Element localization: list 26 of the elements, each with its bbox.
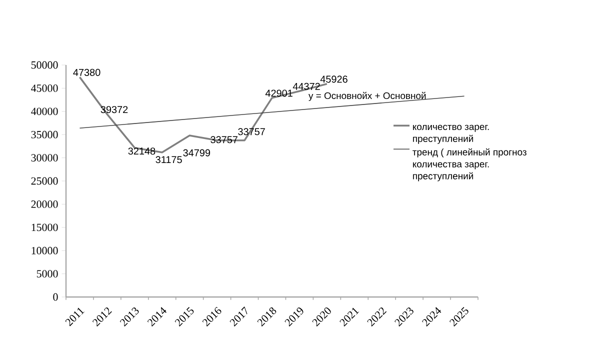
annotation: y = Основнойх + Основной <box>308 92 426 101</box>
data-label: 44372 <box>292 82 320 90</box>
y-tick-label: 5000 <box>36 270 58 278</box>
data-label: 42901 <box>265 90 292 97</box>
legend-label: тренд ( линейный прогноз количества зарег. преступлений <box>412 148 526 182</box>
x-tick-label: 2011 <box>65 308 84 326</box>
y-tick-label: 15000 <box>32 224 58 232</box>
y-tick-label: 20000 <box>31 200 58 208</box>
y-tick-label: 40000 <box>31 108 58 116</box>
y-tick-label: 0 <box>53 293 58 301</box>
x-tick-label: 2021 <box>340 308 360 327</box>
y-tick-label: 25000 <box>31 177 58 185</box>
data-label: 32148 <box>128 148 156 155</box>
y-tick-label: 45000 <box>31 84 58 92</box>
y-tick-label: 10000 <box>32 246 58 254</box>
y-tick-label: 35000 <box>31 130 58 138</box>
data-label: 31175 <box>156 156 182 164</box>
data-label: 33757 <box>238 128 265 136</box>
y-tick-label: 50000 <box>31 61 58 69</box>
data-label: 34799 <box>183 149 210 156</box>
data-label: 39372 <box>100 106 128 114</box>
y-tick-label: 30000 <box>31 154 58 162</box>
data-label: 45926 <box>320 76 348 83</box>
legend-label: количество зарег. преступлений <box>413 124 489 144</box>
data-label: 47380 <box>73 68 100 76</box>
data-label: 33757 <box>210 136 238 144</box>
